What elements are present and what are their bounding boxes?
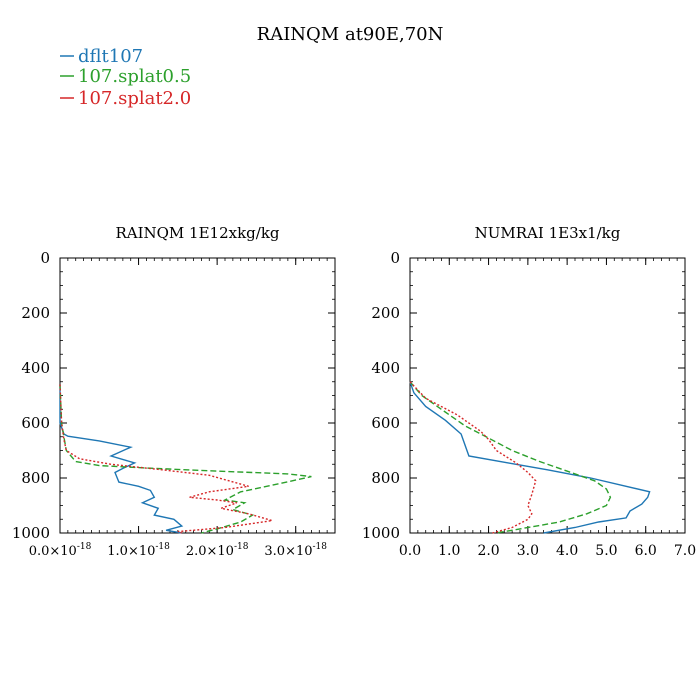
x-tick-label: 1.0×10-18 <box>107 542 170 559</box>
y-tick-label: 1000 <box>12 524 50 542</box>
x-tick-label: 1.0 <box>438 543 460 559</box>
y-tick-label: 600 <box>21 414 50 432</box>
numrai-panel: NUMRAI 1E3x1/kg 0.0 1.0 2.0 3.0 4.0 5.0 6.0 7.0 0… <box>362 224 696 559</box>
x-tick-label: 5.0 <box>595 543 617 559</box>
y-tick-label: 400 <box>21 359 50 377</box>
legend-label: dflt107 <box>78 46 143 67</box>
x-tick-label: 3.0×10-18 <box>264 542 327 559</box>
y-tick-label: 600 <box>371 414 400 432</box>
legend-label: 107.splat0.5 <box>78 66 191 87</box>
legend-entry-splat05: 107.splat0.5 <box>60 66 191 87</box>
x-tick-label: 6.0 <box>635 543 657 559</box>
legend: dflt107 107.splat0.5 107.splat2.0 <box>60 46 191 109</box>
plot-frame <box>409 257 686 534</box>
x-tick-label: 2.0 <box>477 543 499 559</box>
series-line-dflt107 <box>409 381 651 534</box>
series-line-107splat05 <box>59 384 312 534</box>
panel-title: NUMRAI 1E3x1/kg <box>475 224 621 242</box>
series-line-107splat05 <box>409 381 612 534</box>
legend-entry-splat20: 107.splat2.0 <box>60 88 191 109</box>
plot-frame <box>59 257 336 534</box>
y-tick-label: 200 <box>21 304 50 322</box>
series-line-107splat20 <box>59 384 273 534</box>
x-tick-label: 2.0×10-18 <box>186 542 249 559</box>
y-tick-label: 0 <box>40 249 50 267</box>
y-tick-label: 800 <box>371 469 400 487</box>
x-tick-label: 4.0 <box>556 543 578 559</box>
x-tick-label: 0.0 <box>399 543 421 559</box>
figure-title: RAINQM at90E,70N <box>257 24 444 45</box>
series-line-107splat20 <box>409 381 537 534</box>
y-tick-label: 400 <box>371 359 400 377</box>
series-line-dflt107 <box>59 384 184 534</box>
x-tick-label: 3.0 <box>517 543 539 559</box>
panel-title: RAINQM 1E12xkg/kg <box>115 224 279 242</box>
y-tick-label: 800 <box>21 469 50 487</box>
y-tick-label: 0 <box>390 249 400 267</box>
y-tick-label: 1000 <box>362 524 400 542</box>
legend-label: 107.splat2.0 <box>78 88 191 109</box>
y-tick-label: 200 <box>371 304 400 322</box>
x-tick-label: 0.0×10-18 <box>29 542 92 559</box>
rainqm-panel: RAINQM 1E12xkg/kg 0.0×10-18 1.0×10-18 2.0×1… <box>12 224 336 559</box>
legend-entry-dflt107: dflt107 <box>60 46 143 67</box>
x-tick-label: 7.0 <box>674 543 696 559</box>
